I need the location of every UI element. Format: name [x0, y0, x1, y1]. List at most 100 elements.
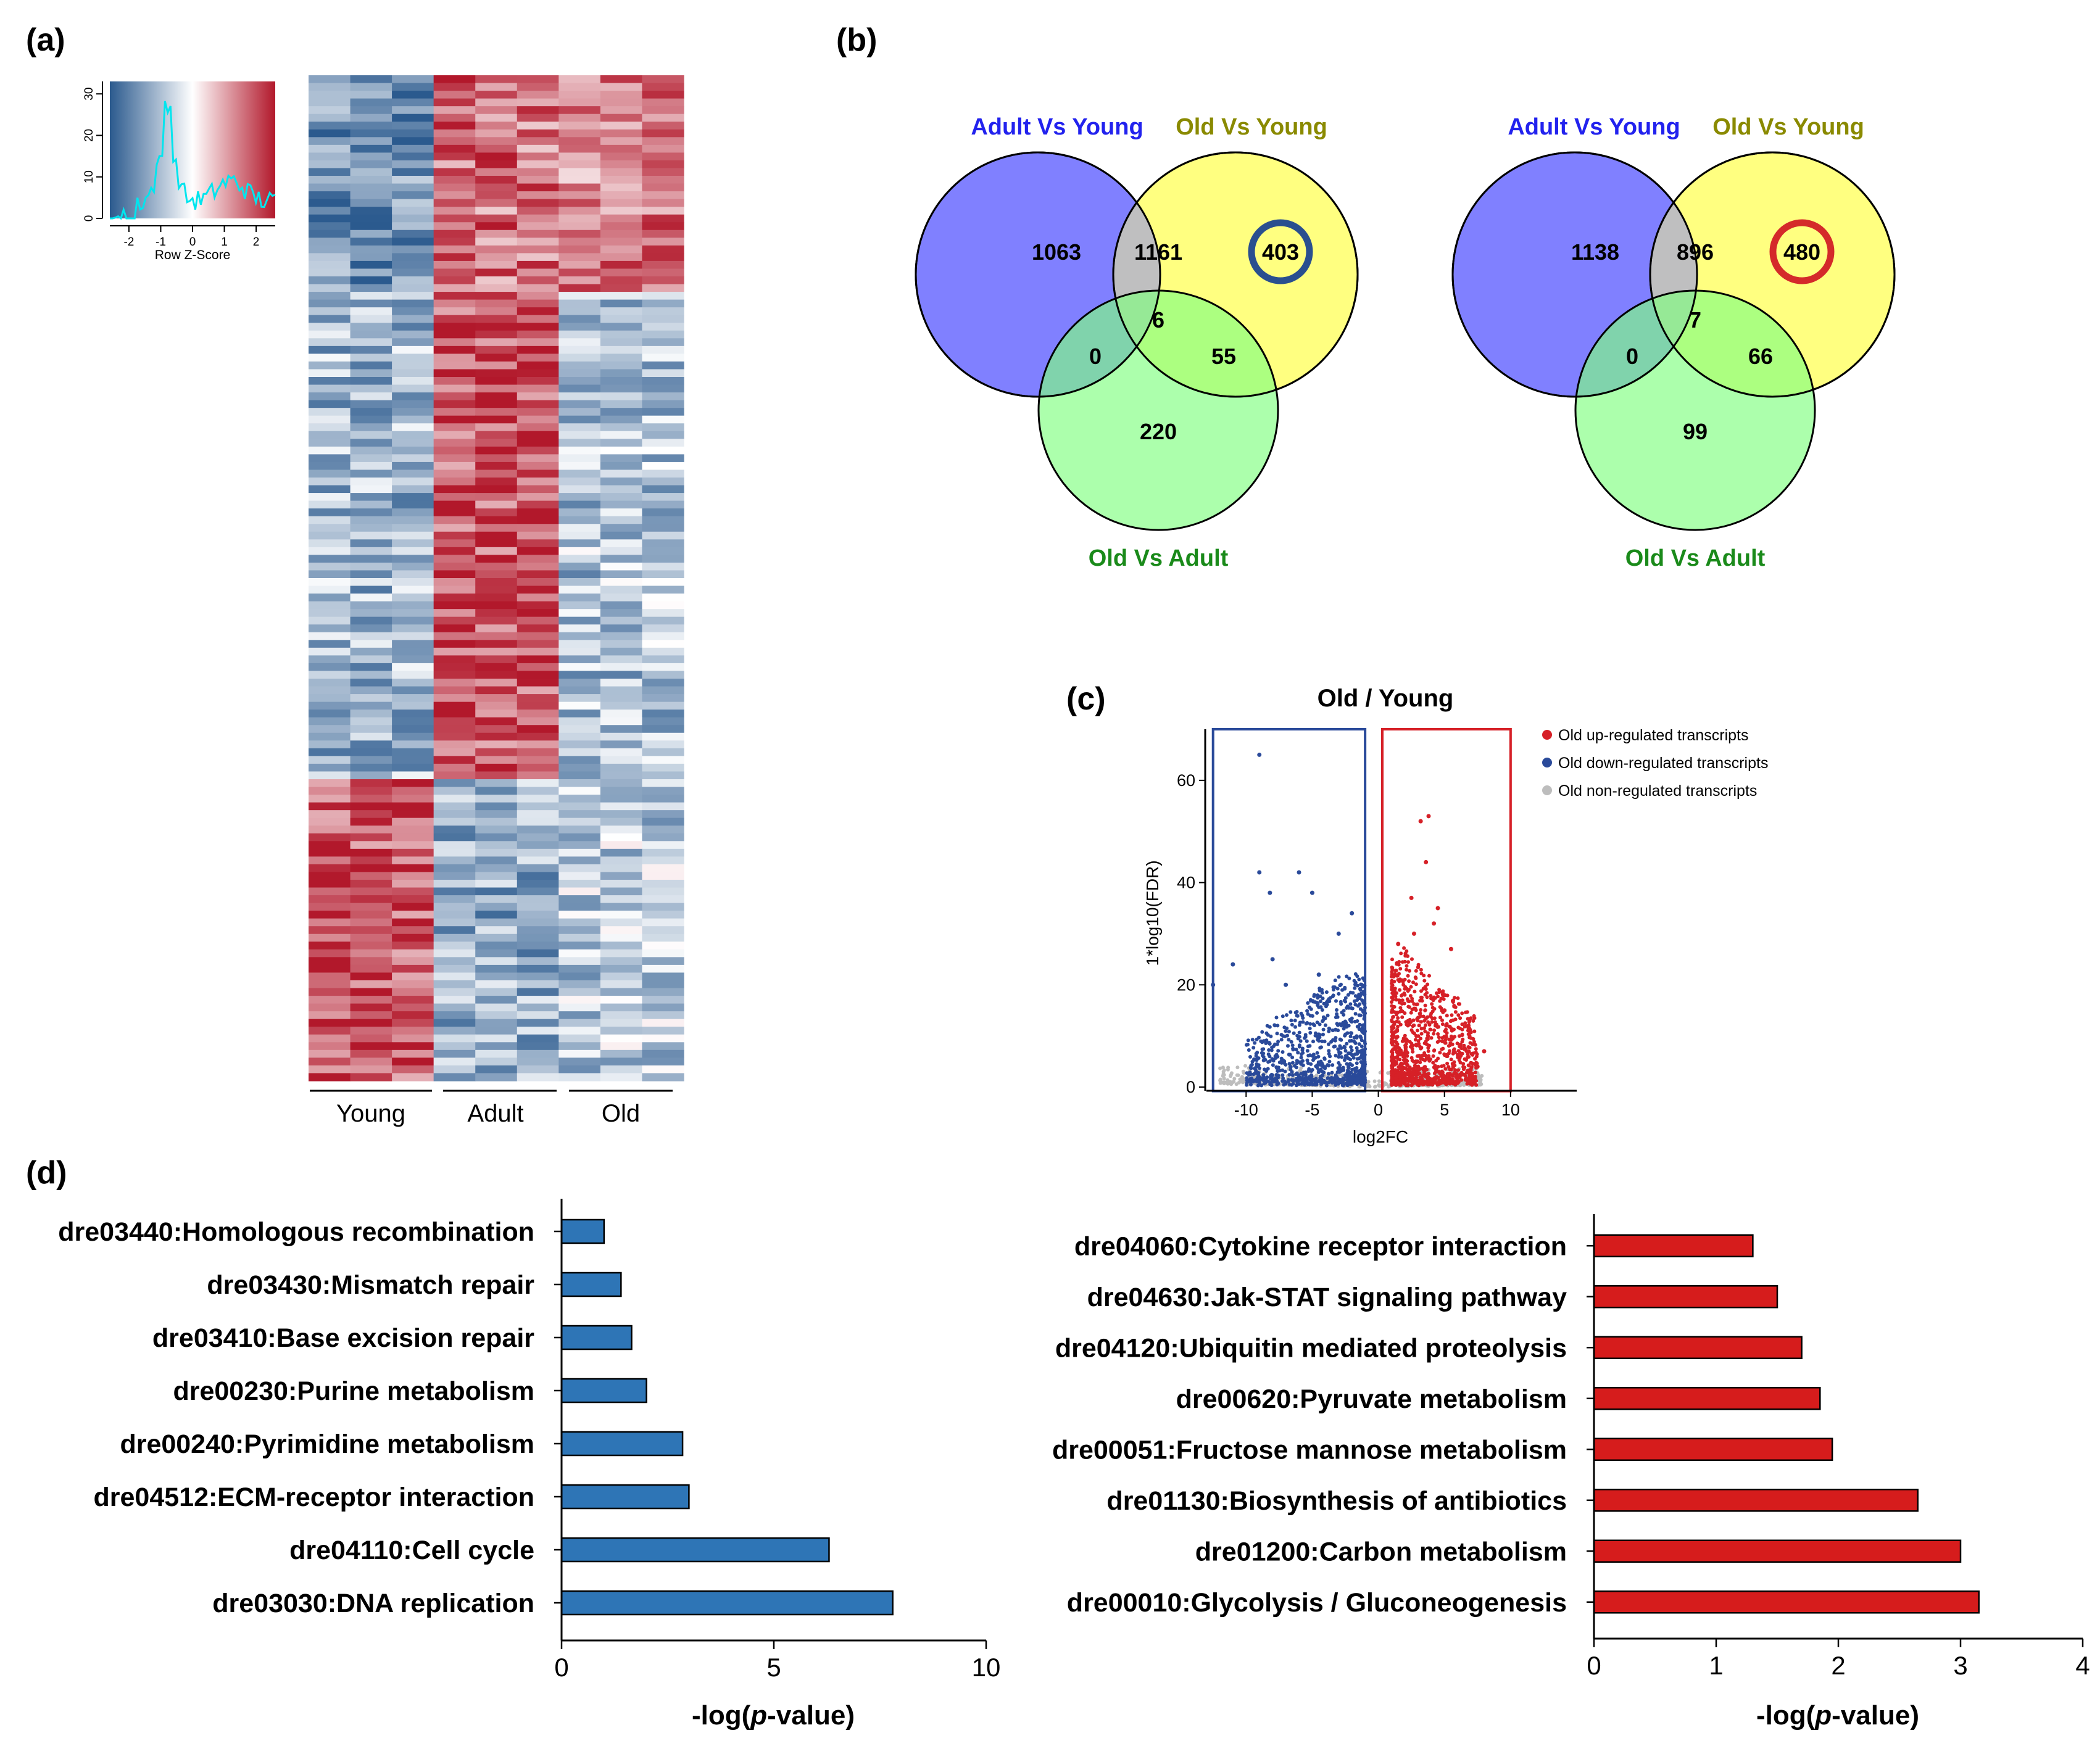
heatmap-cell — [475, 253, 518, 262]
heatmap-cell — [558, 740, 601, 749]
color-key-histogram — [110, 101, 276, 220]
point-up-regulated — [1475, 1061, 1479, 1065]
point-down-regulated — [1312, 1057, 1316, 1061]
point-up-regulated — [1472, 1076, 1477, 1080]
point-down-regulated — [1292, 1031, 1296, 1035]
heatmap-cell — [475, 152, 518, 161]
point-up-regulated — [1423, 1053, 1427, 1057]
heatmap-cell — [517, 276, 559, 285]
heatmap-cell — [475, 964, 518, 974]
heatmap-cell — [392, 988, 434, 996]
heatmap-cell — [309, 431, 351, 439]
heatmap-cell — [350, 601, 392, 610]
heatmap-cell — [309, 655, 351, 664]
point-up-regulated — [1424, 1072, 1428, 1077]
point-up-regulated — [1417, 1083, 1421, 1088]
heatmap-cell — [558, 848, 601, 857]
heatmap-cell — [600, 957, 643, 966]
heatmap-cell — [350, 253, 392, 262]
heatmap-cell — [600, 439, 643, 447]
heatmap-cell — [350, 299, 392, 308]
heatmap-cell — [392, 160, 434, 169]
heatmap-cell — [642, 787, 684, 795]
heatmap-cell — [350, 1049, 392, 1058]
heatmap-cell — [517, 400, 559, 408]
heatmap-cell — [392, 230, 434, 238]
point-down-regulated — [1306, 1001, 1310, 1005]
point-up-regulated — [1413, 975, 1417, 980]
point-up-regulated — [1409, 895, 1414, 900]
volcano-points — [1211, 752, 1487, 1089]
heatmap-cell — [309, 230, 351, 238]
heatmap-cell — [475, 802, 518, 811]
point-down-regulated — [1280, 1073, 1285, 1077]
heatmap-cell — [433, 756, 476, 764]
heatmap-cell — [392, 461, 434, 471]
heatmap-cell — [517, 122, 559, 130]
point-up-regulated — [1406, 960, 1410, 964]
heatmap-cell — [433, 585, 476, 594]
heatmap-cell — [600, 725, 643, 734]
point-down-regulated — [1300, 1052, 1303, 1056]
volcano-title: Old / Young — [1318, 685, 1454, 712]
heatmap-cell — [433, 446, 476, 455]
heatmap-cell — [433, 911, 476, 919]
heatmap-cell — [309, 895, 351, 904]
heatmap-cell — [475, 655, 518, 664]
point-down-regulated — [1358, 1022, 1362, 1027]
heatmap-cell — [350, 570, 392, 579]
heatmap-cell — [350, 183, 392, 192]
heatmap-cell — [350, 679, 392, 687]
point-up-regulated — [1458, 1002, 1462, 1006]
heatmap-cell — [517, 555, 559, 563]
point-up-regulated — [1405, 949, 1409, 953]
heatmap-cell — [600, 516, 643, 524]
point-down-regulated — [1338, 1063, 1342, 1067]
venn-diagram-up: Adult Vs Young Old Vs Young Old Vs Adult… — [1451, 114, 1896, 571]
heatmap-cell — [433, 1034, 476, 1043]
point-up-regulated — [1472, 1016, 1477, 1020]
point-up-regulated — [1401, 1073, 1406, 1078]
point-down-regulated — [1286, 1044, 1290, 1048]
point-up-regulated — [1394, 1045, 1398, 1049]
heatmap-cell — [309, 701, 351, 710]
heatmap-cell — [600, 980, 643, 989]
heatmap-cell — [558, 957, 601, 966]
heatmap-cell — [309, 1073, 351, 1082]
heatmap-cell — [517, 1019, 559, 1027]
point-down-regulated — [1358, 994, 1363, 998]
heatmap-cell — [392, 431, 434, 439]
heatmap-cell — [392, 207, 434, 215]
heatmap-cell — [433, 160, 476, 169]
point-down-regulated — [1297, 1030, 1301, 1035]
heatmap-cell — [517, 315, 559, 323]
point-down-regulated — [1331, 993, 1335, 998]
point-down-regulated — [1342, 1012, 1346, 1017]
bar-category-label: dre00010:Glycolysis / Gluconeogenesis — [1067, 1588, 1567, 1618]
heatmap-cell — [558, 585, 601, 594]
heatmap-cell — [350, 191, 392, 200]
heatmap-cell — [517, 369, 559, 378]
heatmap-cell — [642, 299, 684, 308]
heatmap-cell — [475, 415, 518, 424]
point-up-regulated — [1454, 1075, 1458, 1080]
point-up-regulated — [1410, 1077, 1414, 1081]
heatmap-cell — [433, 771, 476, 780]
heatmap-cell — [392, 307, 434, 316]
point-down-regulated — [1351, 1073, 1356, 1077]
venn-label-old-vs-adult: Old Vs Adult — [1625, 545, 1766, 571]
heatmap-cell — [392, 276, 434, 285]
point-down-regulated — [1345, 1041, 1349, 1046]
point-up-regulated — [1400, 1039, 1405, 1043]
heatmap-cell — [600, 183, 643, 192]
point-up-regulated — [1392, 1056, 1396, 1060]
point-down-regulated — [1285, 1013, 1289, 1017]
heatmap-cell — [475, 500, 518, 509]
point-down-regulated — [1268, 1041, 1272, 1046]
heatmap-cell — [350, 624, 392, 633]
point-non-regulated — [1372, 1079, 1377, 1083]
heatmap-cell — [517, 245, 559, 254]
heatmap-cell — [600, 361, 643, 370]
point-up-regulated — [1428, 1082, 1432, 1086]
